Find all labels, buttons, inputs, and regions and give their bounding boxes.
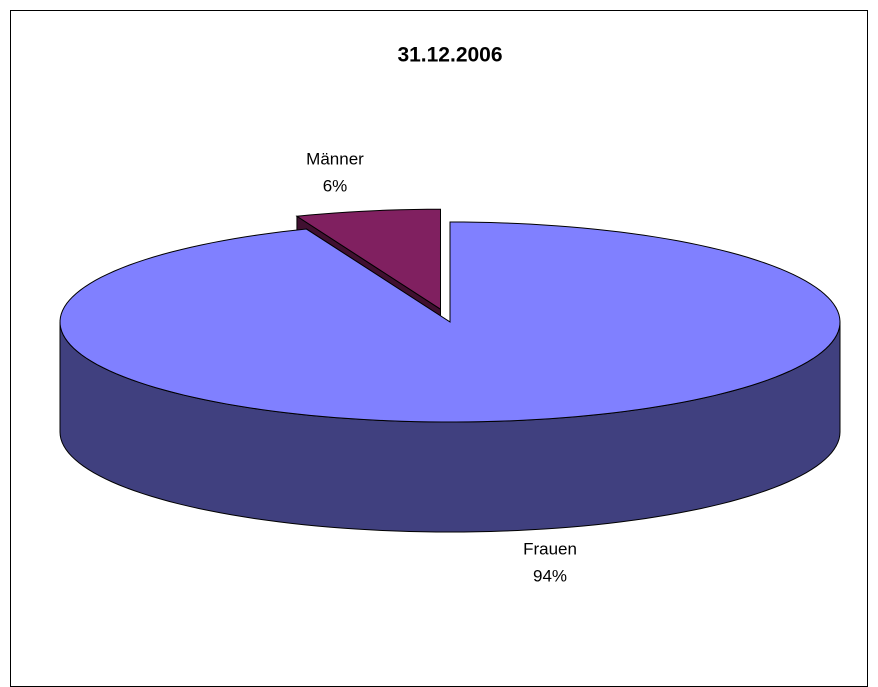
data-label-name: Frauen	[523, 539, 577, 558]
pie-slice	[295, 208, 441, 311]
chart-title: 31.12.2006	[397, 44, 502, 67]
data-label-name: Männer	[306, 149, 364, 168]
data-label-value: 94%	[533, 566, 567, 585]
pie-slice	[59, 221, 841, 423]
data-label-value: 6%	[323, 176, 348, 195]
